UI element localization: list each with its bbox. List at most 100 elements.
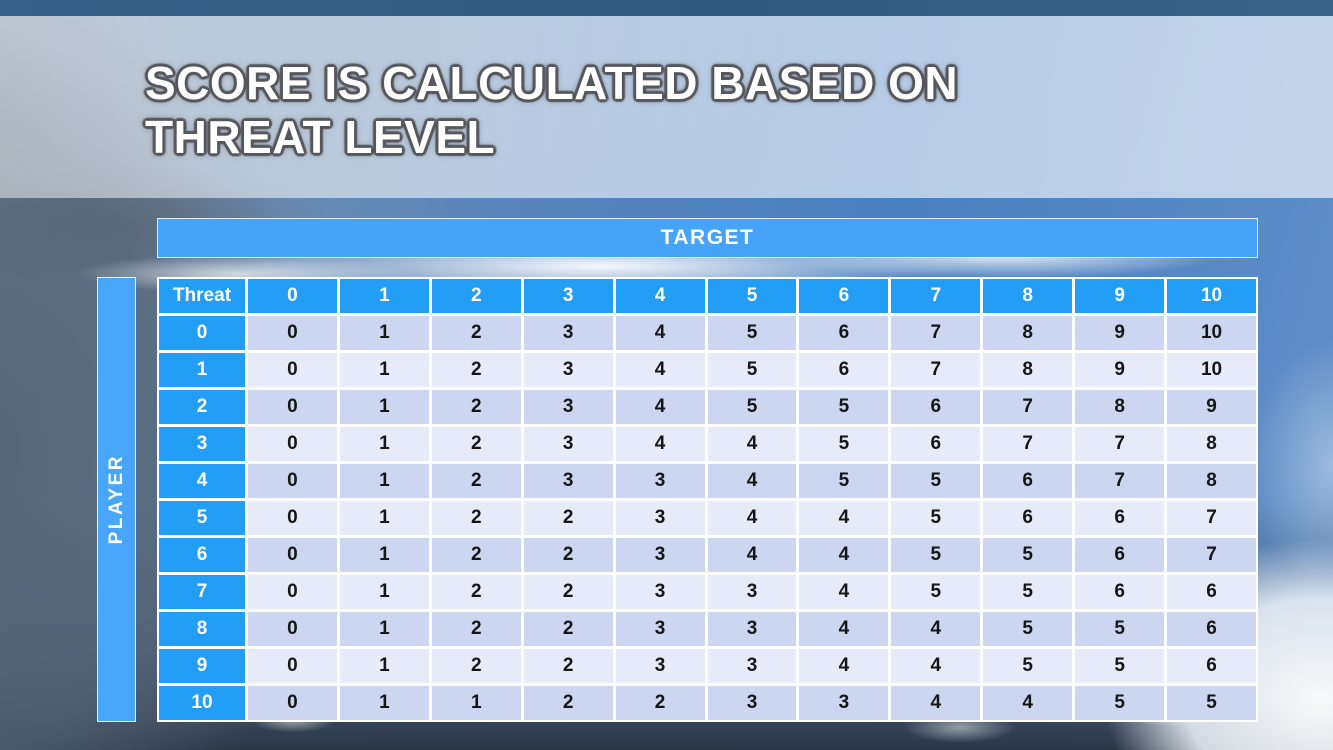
target-column-header-10: 10 [1167, 279, 1256, 313]
score-cell: 7 [983, 390, 1073, 424]
score-cell: 5 [983, 575, 1073, 609]
score-cell: 8 [1167, 464, 1256, 498]
score-cell: 1 [339, 649, 429, 683]
score-cell: 0 [248, 390, 337, 424]
score-cell: 2 [523, 501, 613, 535]
score-cell: 4 [799, 612, 889, 646]
score-cell: 4 [707, 501, 797, 535]
score-cell: 5 [1167, 686, 1256, 720]
score-cell: 3 [799, 686, 889, 720]
score-cell: 2 [431, 612, 521, 646]
score-cell: 0 [248, 316, 337, 350]
score-cell: 6 [1075, 538, 1165, 572]
score-cell: 4 [891, 686, 981, 720]
score-cell: 8 [983, 353, 1073, 387]
score-cell: 5 [799, 427, 889, 461]
score-cell: 1 [339, 538, 429, 572]
target-axis-banner: TARGET [157, 218, 1258, 258]
player-row-header-9: 9 [159, 649, 245, 683]
score-cell: 5 [891, 501, 981, 535]
score-cell: 2 [523, 538, 613, 572]
score-cell: 4 [799, 575, 889, 609]
player-row-header-0: 0 [159, 316, 245, 350]
slide-title-line1: SCORE IS CALCULATED BASED ON [145, 57, 959, 109]
score-cell: 1 [339, 464, 429, 498]
player-row-header-1: 1 [159, 353, 245, 387]
score-cell: 5 [707, 390, 797, 424]
score-cell: 1 [339, 612, 429, 646]
score-cell: 6 [799, 353, 889, 387]
score-cell: 7 [1075, 464, 1165, 498]
score-cell: 3 [523, 316, 613, 350]
target-column-header-2: 2 [431, 279, 521, 313]
score-cell: 1 [431, 686, 521, 720]
score-cell: 3 [615, 538, 705, 572]
score-cell: 0 [248, 464, 337, 498]
score-cell: 5 [707, 316, 797, 350]
top-accent-strip [0, 0, 1333, 16]
score-cell: 2 [431, 390, 521, 424]
target-column-header-3: 3 [523, 279, 613, 313]
score-cell: 3 [707, 686, 797, 720]
score-matrix-table: Threat 0 1 2 3 4 5 6 7 8 9 10 0 0 1 2 3 4 5 6 7 8 9 10 1 0 1 2 3 4 5 6 7… [157, 277, 1258, 722]
score-cell: 4 [891, 612, 981, 646]
score-cell: 7 [1167, 501, 1256, 535]
score-cell: 4 [983, 686, 1073, 720]
score-cell: 3 [615, 464, 705, 498]
score-cell: 0 [248, 501, 337, 535]
score-cell: 10 [1167, 316, 1256, 350]
player-row-header-4: 4 [159, 464, 245, 498]
score-cell: 0 [248, 686, 337, 720]
score-cell: 6 [983, 501, 1073, 535]
score-cell: 3 [707, 612, 797, 646]
score-cell: 6 [1167, 575, 1256, 609]
score-cell: 5 [799, 390, 889, 424]
score-cell: 9 [1167, 390, 1256, 424]
score-cell: 5 [983, 649, 1073, 683]
score-cell: 0 [248, 612, 337, 646]
score-cell: 0 [248, 575, 337, 609]
slide-title-line2: THREAT LEVEL [145, 111, 496, 163]
score-cell: 4 [707, 427, 797, 461]
score-cell: 8 [983, 316, 1073, 350]
player-row-header-6: 6 [159, 538, 245, 572]
score-cell: 6 [891, 427, 981, 461]
score-cell: 5 [983, 538, 1073, 572]
score-cell: 1 [339, 501, 429, 535]
score-cell: 7 [891, 353, 981, 387]
score-cell: 2 [523, 686, 613, 720]
target-column-header-4: 4 [615, 279, 705, 313]
score-cell: 6 [891, 390, 981, 424]
score-cell: 4 [615, 427, 705, 461]
score-cell: 0 [248, 649, 337, 683]
score-cell: 2 [431, 649, 521, 683]
score-cell: 3 [523, 464, 613, 498]
score-cell: 6 [1075, 575, 1165, 609]
score-cell: 5 [1075, 649, 1165, 683]
score-cell: 5 [891, 538, 981, 572]
score-cell: 7 [983, 427, 1073, 461]
score-cell: 4 [707, 464, 797, 498]
score-cell: 3 [523, 353, 613, 387]
score-cell: 4 [799, 649, 889, 683]
slide-title: SCORE IS CALCULATED BASED ON THREAT LEVE… [145, 56, 958, 164]
score-cell: 3 [523, 390, 613, 424]
score-cell: 8 [1075, 390, 1165, 424]
score-cell: 3 [707, 649, 797, 683]
score-cell: 2 [523, 575, 613, 609]
score-cell: 6 [1167, 612, 1256, 646]
score-cell: 0 [248, 427, 337, 461]
score-cell: 5 [891, 575, 981, 609]
score-cell: 5 [1075, 612, 1165, 646]
score-cell: 2 [431, 464, 521, 498]
score-cell: 1 [339, 353, 429, 387]
score-cell: 3 [615, 649, 705, 683]
target-column-header-8: 8 [983, 279, 1073, 313]
score-cell: 3 [615, 575, 705, 609]
score-cell: 3 [615, 612, 705, 646]
score-cell: 4 [707, 538, 797, 572]
score-cell: 1 [339, 316, 429, 350]
player-row-header-2: 2 [159, 390, 245, 424]
target-column-header-9: 9 [1075, 279, 1165, 313]
player-axis-banner: PLAYER [97, 277, 136, 722]
